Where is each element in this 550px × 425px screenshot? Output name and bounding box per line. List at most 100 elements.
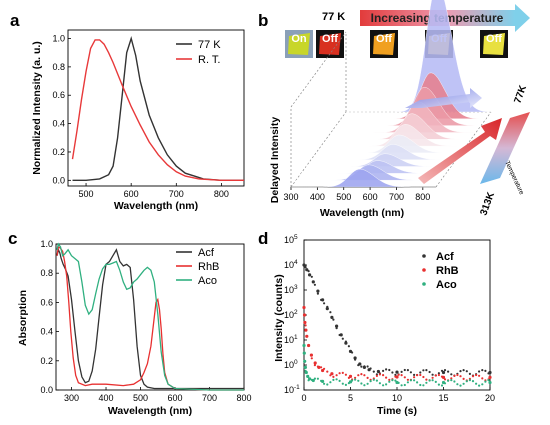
trace-point-acf <box>481 369 484 372</box>
panel-c-ylabel: Absorption <box>17 290 29 346</box>
y-tick-label: 10 <box>284 310 294 320</box>
trace-point-rhb <box>434 374 437 377</box>
trace-point-aco <box>447 379 450 382</box>
y-tick-label: 0.2 <box>52 147 65 157</box>
trace-point-aco <box>397 381 400 384</box>
trace-point-rhb <box>406 378 409 381</box>
trace-point-aco <box>400 384 403 387</box>
trace-point-rhb <box>326 370 329 373</box>
trace-point-rhb <box>425 378 428 381</box>
sample-film-4 <box>483 33 505 55</box>
legend-label-77k: 77 K <box>198 39 221 51</box>
panel-c-ticks: 300 400 500 600 700 800 0.0 0.2 0.4 0.6 0.8 1.0 <box>40 239 251 403</box>
trace-point-acf <box>329 311 332 314</box>
x-tick-label: 300 <box>64 393 79 403</box>
x-tick-label: 800 <box>236 393 251 403</box>
y-tick-label: 0.8 <box>40 268 53 278</box>
trace-point-acf <box>388 368 391 372</box>
trace-point-aco <box>413 379 416 382</box>
trace-point-rhb <box>363 374 366 377</box>
trace-point-rhb <box>478 374 481 377</box>
trace-point-acf <box>440 369 444 372</box>
trace-point-acf <box>462 369 465 372</box>
y-tick-label: 0.6 <box>40 297 53 307</box>
data-point-acf <box>325 307 329 311</box>
trace-point-rhb <box>354 376 357 379</box>
trace-point-acf <box>372 370 375 373</box>
panel-d-series <box>302 263 492 387</box>
trace-point-aco <box>329 381 332 384</box>
trace-point-acf <box>385 368 388 371</box>
y-tick-exponent: 5 <box>294 234 298 241</box>
panel-b-label: b <box>258 11 268 30</box>
legend-label-rt: R. T. <box>198 54 220 66</box>
legend-swatch-aco-d <box>422 282 426 286</box>
trace-point-acf <box>310 275 313 278</box>
trace-point-rhb <box>431 376 434 379</box>
trace-point-rhb <box>382 374 385 377</box>
trace-point-acf <box>428 370 431 374</box>
data-point-acf <box>311 280 315 284</box>
trace-point-aco <box>481 383 484 386</box>
trace-point-rhb <box>397 373 400 376</box>
trace-point-rhb <box>329 374 332 377</box>
data-point-acf <box>441 370 446 375</box>
y-tick-exponent: 0 <box>294 359 298 366</box>
trace-point-aco <box>391 379 394 382</box>
trace-point-acf <box>450 373 453 376</box>
trace-point-aco <box>450 379 453 382</box>
trace-point-acf <box>400 370 403 373</box>
y-tick-label: 10 <box>284 385 294 395</box>
panel-d-xlabel: Time (s) <box>377 405 417 417</box>
data-point-rhb <box>309 353 313 357</box>
trace-point-aco <box>416 381 419 384</box>
trace-point-rhb <box>394 375 397 378</box>
trace-point-aco <box>316 377 319 380</box>
trace-point-aco <box>335 378 338 381</box>
z-bottom-label: 313K <box>478 190 497 217</box>
right-depth-edge <box>435 111 492 188</box>
data-point-acf <box>305 268 309 272</box>
trace-point-rhb <box>456 373 459 377</box>
x-tick-label: 15 <box>438 393 448 403</box>
trace-point-acf <box>468 372 471 375</box>
panel-d-legend: Acf RhB Aco <box>422 251 459 291</box>
data-point-aco <box>302 351 306 355</box>
trace-point-aco <box>310 378 313 381</box>
y-tick-label: 0.6 <box>52 90 65 100</box>
trace-point-aco <box>394 379 397 382</box>
panel-a-series <box>71 35 244 182</box>
trace-point-acf <box>409 371 412 374</box>
panel-d-label: d <box>258 229 268 248</box>
trace-point-acf <box>413 373 416 376</box>
red-temperature-arrow <box>418 118 502 184</box>
panel-a-label: a <box>10 11 20 30</box>
data-point-acf <box>335 324 339 328</box>
trace-point-acf <box>487 372 490 375</box>
x-tick-label: 0 <box>301 393 306 403</box>
z-top-label: 77K <box>512 83 529 105</box>
y-tick-label: 0.2 <box>40 356 53 366</box>
trace-point-acf <box>326 305 329 308</box>
trace-point-aco <box>468 379 471 382</box>
data-point-rhb <box>302 305 306 310</box>
panel-c-frame <box>55 243 245 391</box>
trace-point-acf <box>363 365 366 368</box>
trace-point-rhb <box>375 374 378 377</box>
temperature-axis-arrow <box>480 112 530 184</box>
trace-point-aco <box>440 384 444 387</box>
panel-c-label: c <box>8 229 17 248</box>
trace-point-aco <box>360 382 363 385</box>
trace-point-aco <box>341 382 344 385</box>
trace-point-acf <box>403 368 406 372</box>
trace-point-rhb <box>440 375 444 378</box>
data-point-aco <box>306 374 310 378</box>
series-line-77k <box>72 35 244 182</box>
trace-point-aco <box>332 378 335 381</box>
panel-b-photos: OnOffOffOffOff <box>285 30 508 58</box>
data-point-acf <box>395 370 399 374</box>
trace-point-acf <box>394 373 397 376</box>
trace-point-rhb <box>450 377 453 380</box>
trace-point-rhb <box>388 378 391 381</box>
trace-point-aco <box>403 383 406 387</box>
